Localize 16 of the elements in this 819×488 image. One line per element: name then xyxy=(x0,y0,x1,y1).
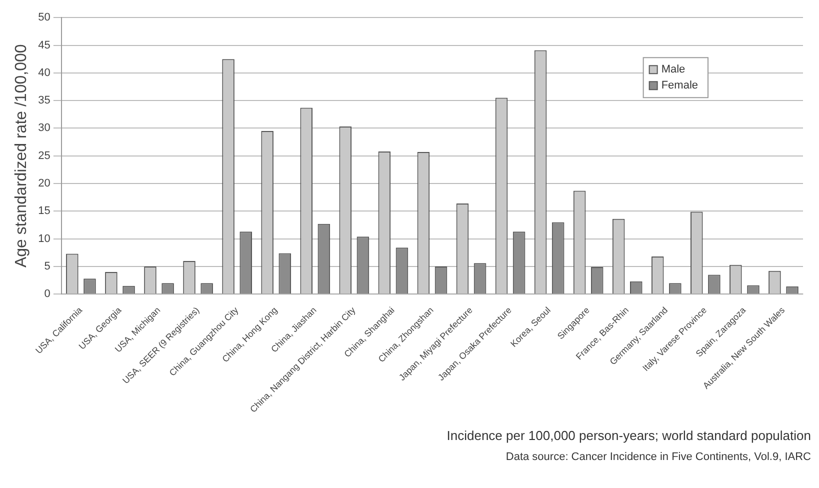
y-tick-label: 40 xyxy=(38,66,50,79)
y-tick-label: 25 xyxy=(38,150,50,162)
y-tick-label: 5 xyxy=(44,260,50,273)
y-tick-label: 0 xyxy=(44,288,50,300)
y-axis-title: Age standardized rate /100,000 xyxy=(13,44,30,268)
y-tick-label: 50 xyxy=(38,12,50,24)
y-tick-label: 15 xyxy=(38,205,50,218)
y-tick-label: 10 xyxy=(38,232,50,245)
legend-label: Female xyxy=(661,80,698,92)
source-note: Data source: Cancer Incidence in Five Continents, Vol.9, IARC xyxy=(504,451,811,463)
legend-label: Male xyxy=(661,64,686,76)
y-tick-label: 30 xyxy=(38,122,50,134)
y-tick-label: 45 xyxy=(38,39,50,52)
y-tick-label: 20 xyxy=(38,178,50,190)
y-tick-label: 35 xyxy=(38,94,50,107)
text: Incidence per 100,000 person-years; world standard population xyxy=(446,428,811,443)
